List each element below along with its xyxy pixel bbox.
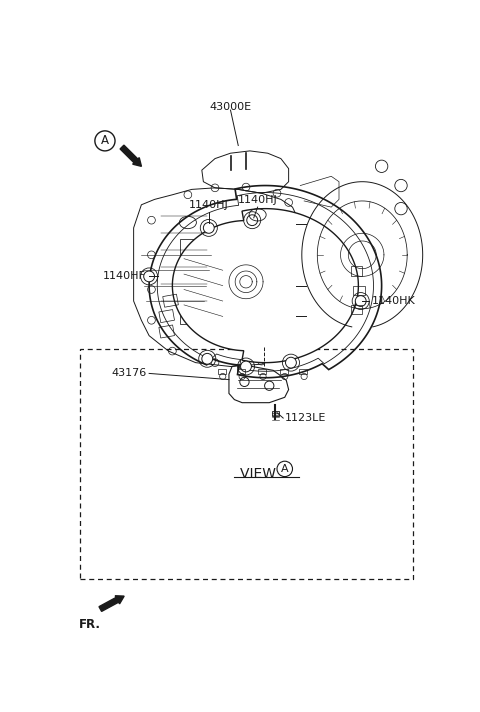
Circle shape xyxy=(240,361,252,372)
Text: 43000E: 43000E xyxy=(209,103,252,112)
Bar xyxy=(238,369,245,375)
Bar xyxy=(350,305,362,314)
Circle shape xyxy=(144,271,155,282)
Polygon shape xyxy=(272,411,279,416)
Bar xyxy=(258,369,266,375)
Text: 1123LE: 1123LE xyxy=(285,413,326,423)
Polygon shape xyxy=(172,209,359,362)
Text: 1140HJ: 1140HJ xyxy=(238,195,277,205)
Bar xyxy=(81,349,413,579)
FancyArrow shape xyxy=(99,596,124,612)
Bar xyxy=(180,239,292,324)
Text: VIEW: VIEW xyxy=(240,466,280,481)
Text: 43176: 43176 xyxy=(111,368,147,378)
Bar xyxy=(159,325,175,338)
Text: 1140HF: 1140HF xyxy=(103,271,145,281)
Text: A: A xyxy=(281,464,288,474)
FancyArrow shape xyxy=(120,145,142,167)
Bar xyxy=(218,369,226,375)
Text: 1140HK: 1140HK xyxy=(372,296,415,306)
Text: 1140HJ: 1140HJ xyxy=(189,200,228,210)
Bar xyxy=(353,286,365,295)
Circle shape xyxy=(247,215,258,226)
Text: FR.: FR. xyxy=(79,618,101,632)
Bar xyxy=(350,266,362,276)
Bar xyxy=(300,369,307,375)
Circle shape xyxy=(355,295,366,306)
Circle shape xyxy=(286,357,296,368)
Circle shape xyxy=(202,353,213,364)
Bar xyxy=(163,294,179,307)
Bar xyxy=(280,369,288,375)
Circle shape xyxy=(204,222,214,234)
Bar xyxy=(159,310,175,323)
Text: A: A xyxy=(101,135,109,147)
